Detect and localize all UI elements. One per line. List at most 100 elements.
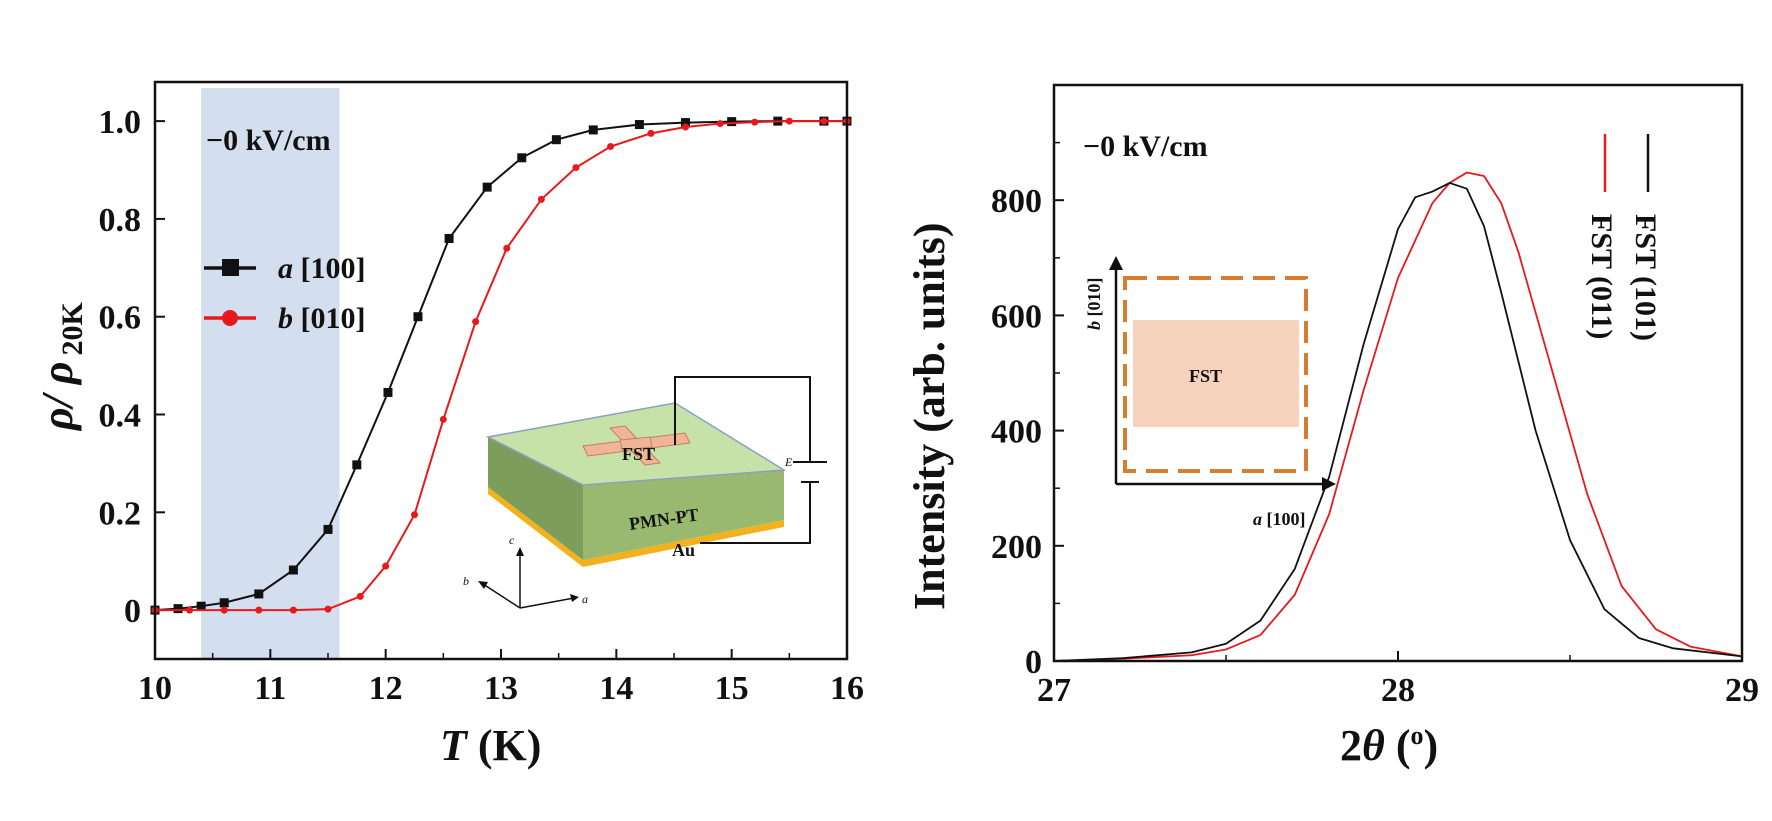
data-point-circle xyxy=(439,415,447,423)
data-point-circle xyxy=(785,117,793,125)
left-shaded-band xyxy=(201,88,340,659)
right-y-tick-label: 400 xyxy=(991,414,1042,451)
axis-c-label: c xyxy=(509,533,515,547)
data-point-circle xyxy=(751,118,759,126)
data-point-square xyxy=(383,388,393,398)
data-point-square xyxy=(551,135,561,145)
left-y-tick-labels: 0 0.2 0.4 0.6 0.8 1.0 xyxy=(99,104,142,630)
left-y-tick-label: 0 xyxy=(124,593,141,630)
right-y-tick-label: 600 xyxy=(991,298,1042,335)
left-y-axis-label: ρ/ ρ20K xyxy=(33,301,89,432)
right-y-tick-label: 800 xyxy=(991,183,1042,220)
data-point-square xyxy=(254,589,264,599)
axis-a-label: a xyxy=(582,592,588,606)
legend-label-011: FST (011) xyxy=(1585,214,1618,339)
right-x-axis-label: 2θ (o) xyxy=(1340,721,1438,770)
inset-y-arrow xyxy=(1109,256,1123,270)
data-point-square xyxy=(288,565,298,575)
left-series xyxy=(150,116,852,615)
right-chart: 27 28 29 0 200 400 600 800 −0 kV/cm FST (011) … xyxy=(905,83,1759,770)
fst-label: FST xyxy=(622,444,655,464)
axis-a-arrow xyxy=(570,594,579,602)
left-annotation: −0 kV/cm xyxy=(206,124,331,157)
data-point-circle xyxy=(324,605,332,613)
data-point-square xyxy=(588,125,598,135)
right-x-tick-labels: 27 28 29 xyxy=(1037,672,1759,709)
data-point-square xyxy=(517,153,527,163)
left-y-tick-label: 0.6 xyxy=(99,300,142,337)
au-label: Au xyxy=(672,540,695,560)
right-x-tick-label: 27 xyxy=(1037,672,1071,709)
data-point-circle xyxy=(607,143,615,151)
inset-x-axis-label: a [100] xyxy=(1253,509,1306,529)
left-x-tick-label: 11 xyxy=(254,670,286,707)
data-point-square xyxy=(634,120,644,130)
inset-x-arrow xyxy=(1322,477,1336,491)
axis-b-label: b xyxy=(463,574,469,588)
left-x-axis-label: T (K) xyxy=(440,721,541,770)
film-schematic-inset: FST a [100] b [010] xyxy=(1084,256,1336,529)
data-point-circle xyxy=(411,511,418,519)
right-y-tick-label: 0 xyxy=(1025,644,1042,681)
right-y-tick-label: 200 xyxy=(991,529,1042,566)
xrd-curve-0 xyxy=(1053,182,1743,662)
device-schematic-inset: FST PMN-PT Au E c a b xyxy=(463,376,827,609)
axis-c-arrow xyxy=(516,547,524,556)
left-x-tick-labels: 10 11 12 13 14 15 16 xyxy=(138,670,864,707)
data-point-circle xyxy=(289,606,297,614)
substrate-front-face xyxy=(488,437,583,560)
right-legend: FST (011) FST (101) xyxy=(1585,134,1662,341)
right-x-tick-label: 29 xyxy=(1725,672,1759,709)
data-point-circle xyxy=(186,606,194,614)
substrate-dashed-box xyxy=(1123,276,1308,473)
right-annotation: −0 kV/cm xyxy=(1083,130,1208,163)
data-point-square xyxy=(196,601,206,611)
data-point-circle xyxy=(716,120,724,128)
fst-film-area xyxy=(1133,320,1299,427)
right-x-tick-label: 28 xyxy=(1381,672,1415,709)
legend-marker-square xyxy=(222,259,239,276)
data-point-circle xyxy=(255,606,263,614)
data-point-square xyxy=(444,233,454,243)
left-x-tick-label: 15 xyxy=(715,670,749,707)
left-chart: 10 11 12 13 14 15 16 0 0.2 0.4 0.6 0.8 1.0 −0 kV/cm… xyxy=(33,80,864,770)
data-point-circle xyxy=(572,164,580,172)
left-legend: a [100] b [010] xyxy=(204,252,365,335)
inset-fst-label: FST xyxy=(1189,366,1222,386)
data-point-circle xyxy=(647,129,655,137)
data-point-square xyxy=(681,118,691,128)
legend-label-b: b [010] xyxy=(278,302,365,335)
right-y-tick-labels: 0 200 400 600 800 xyxy=(991,183,1042,681)
data-point-circle xyxy=(382,562,390,570)
data-point-circle xyxy=(472,318,480,326)
e-field-label: E xyxy=(784,455,793,469)
data-point-square xyxy=(323,524,333,534)
left-x-tick-label: 14 xyxy=(599,670,633,707)
data-point-circle xyxy=(356,592,364,600)
series-line-1 xyxy=(155,120,847,612)
data-point-circle xyxy=(537,195,545,203)
left-y-tick-label: 0.4 xyxy=(99,398,142,435)
left-x-tick-label: 13 xyxy=(484,670,518,707)
right-series xyxy=(1053,171,1743,662)
axis-b-arrow xyxy=(478,581,488,589)
inset-y-axis-label: b [010] xyxy=(1084,278,1104,331)
left-x-tick-label: 12 xyxy=(369,670,403,707)
legend-marker-circle xyxy=(222,310,238,326)
left-plot-frame xyxy=(153,80,849,661)
legend-label-101: FST (101) xyxy=(1629,214,1662,341)
axis-b-line xyxy=(482,583,521,609)
data-point-square xyxy=(219,598,229,608)
axis-a-line xyxy=(519,597,575,609)
data-point-square xyxy=(413,312,423,322)
circuit-wire xyxy=(674,376,811,462)
right-y-axis-label: Intensity (arb. units) xyxy=(905,223,954,611)
left-y-tick-label: 0.8 xyxy=(99,202,142,239)
left-y-tick-label: 0.2 xyxy=(99,495,142,532)
circuit-wire-return xyxy=(700,482,811,544)
gold-layer-front xyxy=(488,487,784,567)
data-point-square xyxy=(727,117,737,127)
fst-cross-pattern xyxy=(582,425,691,466)
left-y-tick-label: 1.0 xyxy=(99,104,142,141)
